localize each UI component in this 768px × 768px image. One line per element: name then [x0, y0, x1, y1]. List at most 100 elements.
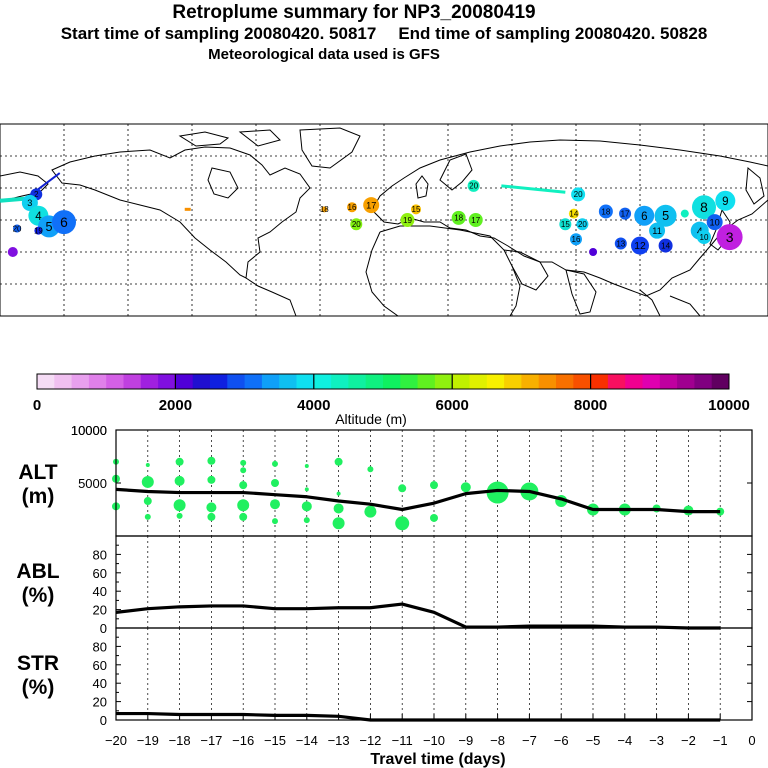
altitude-point — [364, 505, 377, 518]
x-tick-label: −7 — [522, 733, 537, 748]
plume-day-label: 6 — [60, 215, 68, 230]
colorbar-cell — [313, 374, 332, 389]
plume-marker — [411, 204, 421, 215]
plume-dot — [184, 207, 191, 211]
plume-day-label: 15 — [561, 220, 570, 229]
colorbar-cell — [37, 374, 55, 389]
x-tick-label: −17 — [200, 733, 222, 748]
colorbar-cell — [71, 374, 90, 389]
plume-marker — [559, 218, 572, 231]
y-tick-label: 20 — [93, 695, 107, 710]
colorbar-cell — [158, 374, 176, 389]
plume-marker — [468, 213, 483, 227]
time-series-panels: 50001000010000ALT(m)020406080ABL(%)02040… — [16, 423, 753, 728]
plume-day-label: 10 — [710, 217, 720, 227]
panel-unit-label: (%) — [22, 584, 55, 607]
plume-day-label: 16 — [572, 235, 581, 244]
altitude-point — [486, 481, 509, 504]
panel-unit-label: (m) — [22, 485, 55, 508]
plume-marker — [568, 208, 579, 219]
colorbar-cell — [607, 374, 626, 389]
colorbar-cell — [175, 374, 194, 389]
scandinavia — [439, 153, 473, 191]
panel-name-label: ALT — [18, 461, 57, 484]
greenland — [299, 127, 361, 169]
plume-marker — [571, 187, 586, 202]
plume-marker — [692, 195, 716, 220]
plume-marker — [13, 224, 22, 233]
x-tick-label: −10 — [423, 733, 445, 748]
plume-marker — [634, 205, 655, 226]
plume-day-label: 16 — [348, 203, 357, 212]
sampling-times: Start time of sampling 20080420. 50817 En… — [0, 24, 768, 44]
plume-day-label: 15 — [412, 205, 421, 214]
x-tick-label: −8 — [490, 733, 505, 748]
colorbar-frame — [36, 373, 730, 390]
x-tick-label: 0 — [748, 733, 755, 748]
altitude-point — [206, 502, 217, 513]
panel-str: 0 20 40 60 80 STR(%) — [17, 627, 753, 728]
plume-marker — [589, 248, 598, 256]
plume-day-label: 17 — [366, 200, 376, 210]
x-tick-label: −16 — [232, 733, 254, 748]
altitude-point — [145, 462, 150, 467]
plume-marker — [649, 222, 666, 239]
arabia — [503, 249, 549, 291]
plume-day-label: 10 — [700, 233, 709, 242]
colorbar-cell — [261, 374, 280, 389]
y-tick-label: 60 — [93, 658, 107, 673]
colorbar-tick-label: 10000 — [708, 397, 750, 414]
altitude-point — [239, 481, 248, 490]
altitude-point — [336, 491, 341, 496]
altitude-colorbar: 0 2000 4000 6000 8000 10000 Altitude (m) — [33, 373, 750, 427]
colorbar-cell — [625, 374, 643, 389]
series-line-abl — [115, 602, 721, 630]
colorbar-cell — [711, 374, 730, 389]
colorbar-cell — [140, 374, 159, 389]
plume-marker — [697, 230, 711, 245]
hudson-bay — [207, 167, 239, 199]
colorbar-cell — [659, 374, 678, 389]
plume-marker — [347, 202, 357, 213]
x-tick-label: −3 — [649, 733, 664, 748]
colorbar-cell — [244, 374, 263, 389]
plume-day-label: 20 — [578, 220, 587, 229]
altitude-point — [398, 484, 407, 493]
plume-marker — [321, 206, 328, 213]
plume-marker — [400, 213, 415, 227]
altitude-point — [304, 487, 309, 492]
altitude-point — [175, 457, 184, 466]
plume-marker — [34, 226, 43, 235]
colorbar-cell — [504, 374, 522, 389]
plume-day-label: 20 — [352, 220, 361, 229]
altitude-point — [144, 513, 151, 520]
altitude-point — [367, 466, 374, 473]
plume-marker — [716, 224, 743, 251]
altitude-point — [460, 482, 471, 493]
plume-day-label: 6 — [641, 211, 647, 223]
altitude-point — [272, 518, 278, 525]
plume-day-label: 17 — [471, 216, 480, 225]
colorbar-cell — [521, 374, 540, 389]
y-tick-label: 10000 — [71, 423, 107, 438]
plume-marker — [658, 238, 673, 253]
colorbar-tick-label: 6000 — [436, 397, 469, 414]
series-line-str — [116, 711, 721, 722]
colorbar-cell — [417, 374, 436, 389]
panel-name-label: STR — [17, 652, 59, 675]
colorbar-cell — [538, 374, 557, 389]
plume-day-label: 18 — [601, 207, 610, 216]
colorbar-cell — [383, 374, 401, 389]
colorbar-tick-label: 8000 — [574, 397, 607, 414]
plume-day-label: 5 — [662, 209, 669, 223]
x-tick-label: −5 — [586, 733, 601, 748]
africa-north — [365, 225, 521, 316]
x-tick-label: −12 — [359, 733, 381, 748]
altitude-point — [207, 456, 216, 465]
plume-marker — [619, 207, 632, 220]
colorbar-tick-label: 4000 — [297, 397, 330, 414]
plume-day-label: 14 — [661, 241, 670, 250]
y-tick-label: 0 — [100, 621, 107, 636]
